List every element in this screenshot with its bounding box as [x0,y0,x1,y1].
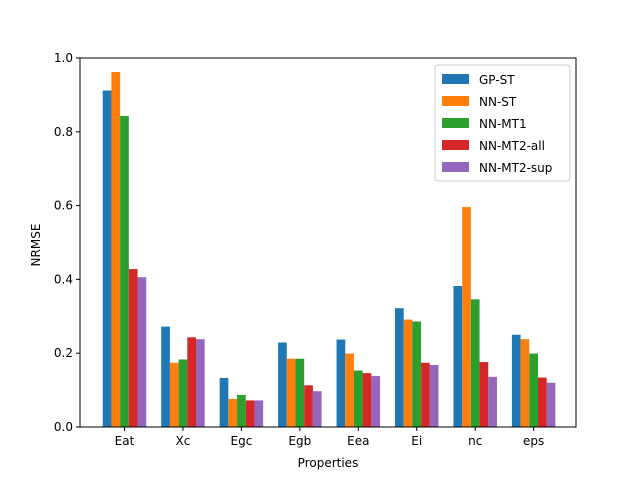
bar-nn-mt2-all-ei [421,362,430,427]
y-tick-label: 0.0 [54,420,73,434]
bar-gp-st-egb [278,342,287,427]
bar-nn-st-nc [462,207,471,427]
bar-gp-st-xc [161,326,170,427]
bar-nn-mt1-xc [178,359,188,427]
bar-nn-st-eps [520,339,530,427]
bar-nn-mt2-all-eea [362,373,372,427]
x-tick-label: eps [523,434,544,448]
bar-nn-mt1-egb [295,358,305,427]
bar-nn-mt2-all-eat [128,269,138,427]
y-tick-label: 1.0 [54,51,73,65]
axes-layer: 0.0 0.2 0.4 0.6 0.8 1.0 Eat Xc Egc Egb Eea Ei nc eps [54,51,577,448]
legend-swatch [442,74,469,84]
y-tick-label: 0.8 [54,125,73,139]
plot-frame [79,57,577,428]
bar-nn-st-eat [111,72,121,428]
x-tick-label: Ei [411,434,422,448]
bar-gp-st-eea [336,339,346,427]
x-tick-label: Xc [176,434,191,448]
bar-nn-st-xc [169,362,179,427]
legend-label: NN-MT2-all [479,139,545,153]
bar-nn-mt2-all-eps [538,377,547,427]
bar-gp-st-nc [453,286,463,427]
bar-nn-st-ei [403,319,413,427]
legend-label: NN-MT2-sup [479,161,552,175]
y-axis-label: NRMSE [29,224,43,267]
bar-nn-st-egc [228,398,238,427]
y-tick-label: 0.4 [54,272,73,286]
legend-box [434,64,571,182]
bar-nn-mt1-nc [470,299,480,427]
x-tick-label: nc [468,434,482,448]
bar-nn-mt1-ei [412,321,422,427]
bar-nn-mt2-sup-xc [196,339,205,427]
bar-nn-mt2-sup-eat [137,277,147,427]
legend-label: NN-ST [479,95,517,109]
bar-gp-st-egc [219,377,229,427]
bar-nn-mt2-sup-egb [312,391,322,427]
bar-nn-mt2-sup-eea [371,376,381,427]
x-tick-label: Egb [288,434,311,448]
x-tick-label: Eea [347,434,369,448]
bar-nn-mt1-egc [237,394,246,427]
bars-layer [102,72,556,428]
x-axis-label: Properties [298,456,359,470]
legend-swatch [442,140,469,150]
bar-nn-mt2-all-nc [479,362,489,427]
legend-label: NN-MT1 [479,117,527,131]
legend-swatch [442,162,469,172]
bar-gp-st-ei [395,308,404,427]
bar-nn-mt2-all-egc [245,400,255,427]
bar-gp-st-eat [102,90,112,427]
bar-nn-mt2-sup-ei [429,365,439,427]
bar-nn-mt2-all-xc [187,337,196,427]
bar-nn-st-egb [286,358,296,427]
bar-nn-mt2-sup-nc [488,376,497,427]
bar-nn-mt1-eat [120,115,129,428]
y-tick-label: 0.2 [54,346,73,360]
legend: GP-ST NN-ST NN-MT1 NN-MT2-all NN-MT2-sup [434,64,571,182]
bar-nn-mt1-eea [353,370,363,427]
bar-nn-st-eea [345,353,354,427]
bar-nn-mt2-all-egb [304,385,313,427]
x-tick-label: Egc [231,434,253,448]
bar-gp-st-eps [511,334,521,427]
bar-nn-mt2-sup-egc [254,400,264,427]
legend-label: GP-ST [479,73,515,87]
legend-swatch [442,96,469,106]
x-tick-label: Eat [115,434,135,448]
y-tick-label: 0.6 [54,199,73,213]
bar-nn-mt2-sup-eps [546,382,556,427]
legend-swatch [442,118,469,128]
bar-nn-mt1-eps [529,353,538,427]
